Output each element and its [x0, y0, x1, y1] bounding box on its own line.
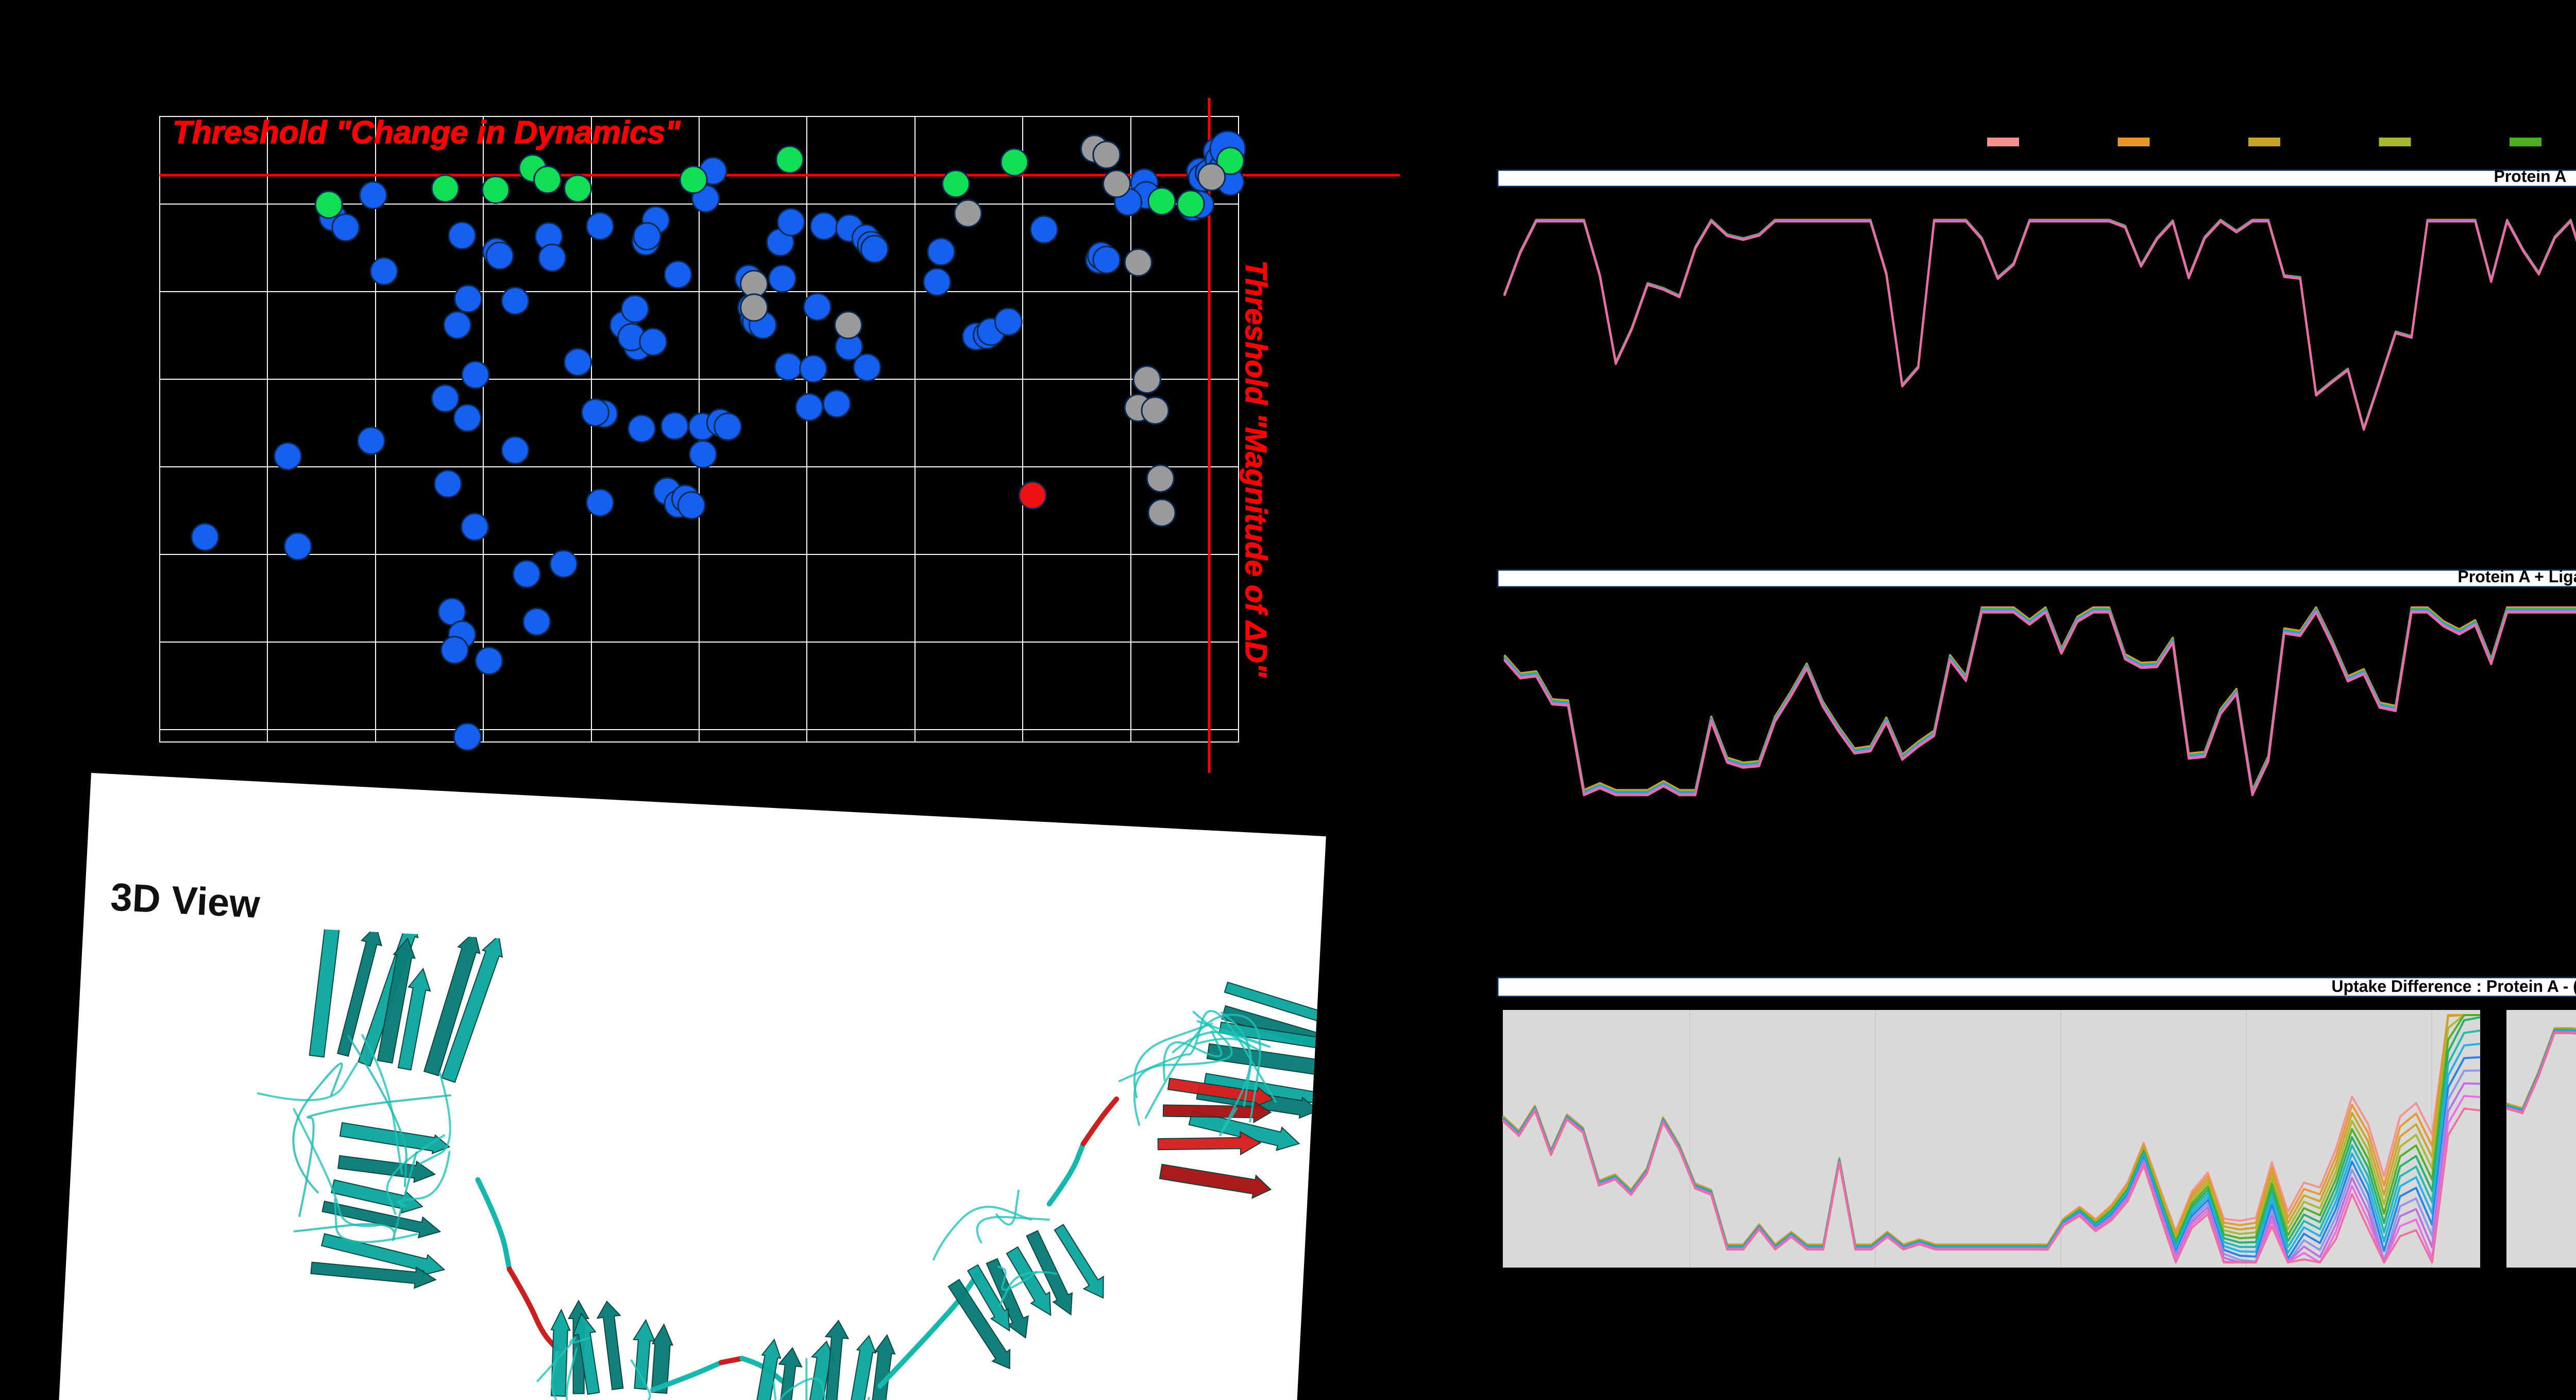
svg-text:Protein A + Ligand: Protein A + Ligand — [2458, 567, 2576, 586]
svg-text:Uptake Difference : Protein A: Uptake Difference : Protein A - (Protein… — [2331, 977, 2576, 996]
svg-text:Protein A: Protein A — [2494, 167, 2566, 185]
